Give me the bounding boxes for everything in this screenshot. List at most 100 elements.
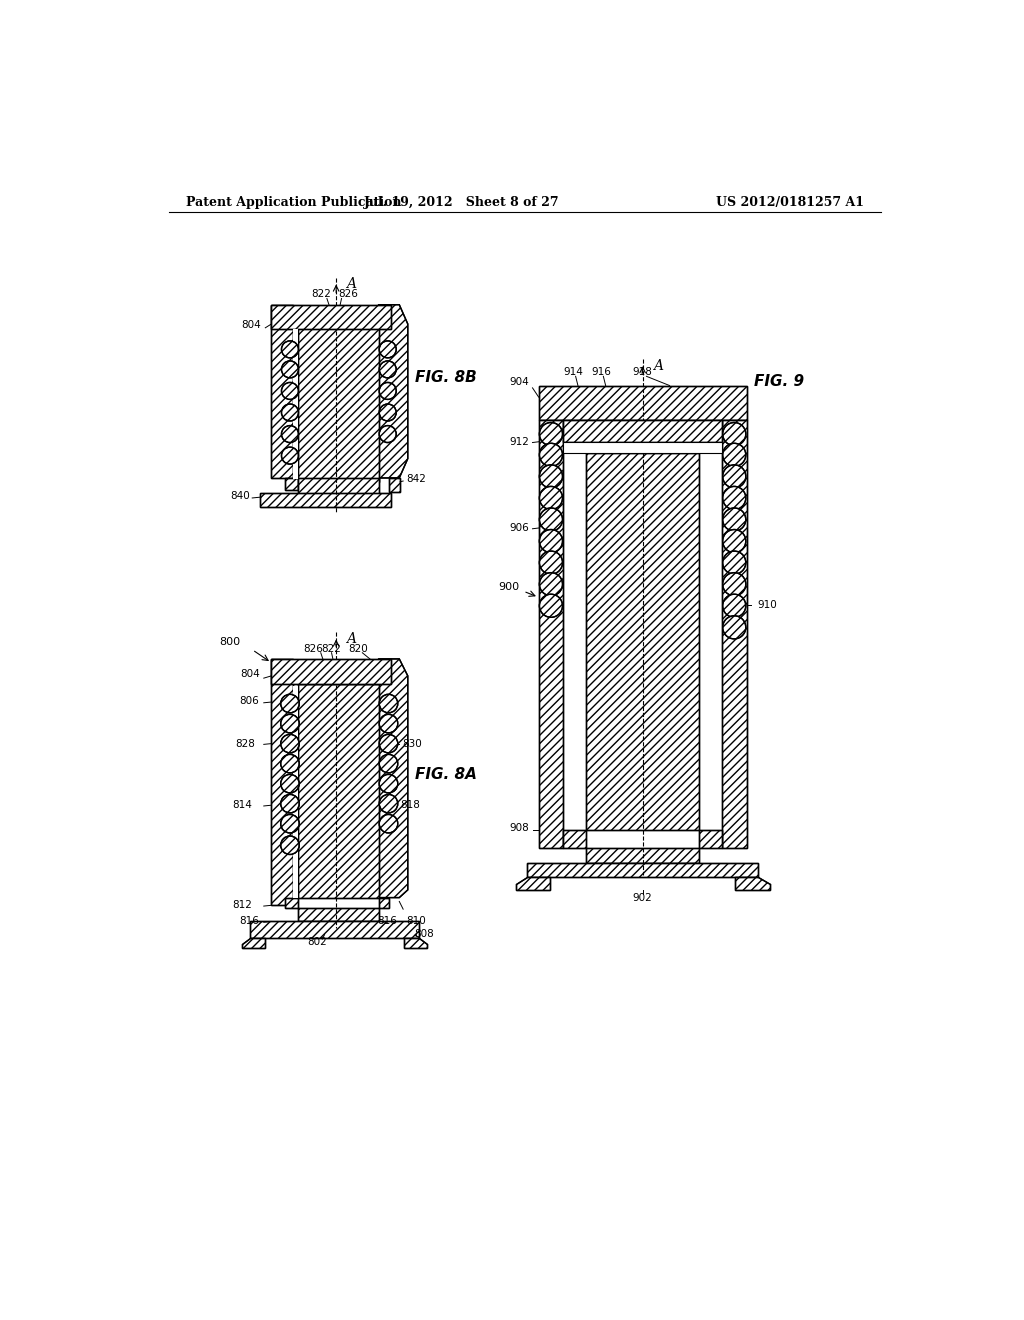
Circle shape <box>540 422 562 446</box>
Bar <box>563 420 722 442</box>
Bar <box>260 494 391 507</box>
Text: 810: 810 <box>407 916 426 925</box>
Circle shape <box>379 734 397 752</box>
Bar <box>539 385 746 420</box>
Text: 904: 904 <box>509 376 528 387</box>
Bar <box>389 478 400 492</box>
Text: FIG. 8B: FIG. 8B <box>416 371 477 385</box>
Circle shape <box>723 573 745 595</box>
Bar <box>563 442 722 453</box>
Text: 800: 800 <box>219 638 240 647</box>
Circle shape <box>379 341 396 358</box>
Text: US 2012/0181257 A1: US 2012/0181257 A1 <box>716 195 863 209</box>
Circle shape <box>540 465 562 488</box>
Circle shape <box>723 552 745 574</box>
Bar <box>722 420 746 847</box>
Circle shape <box>379 404 396 421</box>
Circle shape <box>281 755 299 774</box>
Circle shape <box>540 594 562 618</box>
Bar <box>271 659 293 906</box>
Bar <box>285 898 298 908</box>
Text: 908: 908 <box>510 824 529 833</box>
Circle shape <box>723 594 745 618</box>
Bar <box>271 305 293 478</box>
Circle shape <box>281 714 299 733</box>
Bar <box>298 908 379 921</box>
Text: FIG. 8A: FIG. 8A <box>416 767 477 781</box>
Text: A: A <box>653 359 664 372</box>
Text: 906: 906 <box>510 523 529 533</box>
Circle shape <box>379 795 397 813</box>
Bar <box>298 478 379 495</box>
Circle shape <box>540 487 562 510</box>
Text: 828: 828 <box>236 739 255 748</box>
Bar <box>285 478 298 490</box>
Bar <box>285 478 298 490</box>
Circle shape <box>281 814 299 833</box>
Text: 826: 826 <box>338 289 357 298</box>
Text: 902: 902 <box>633 892 652 903</box>
Bar <box>260 494 391 507</box>
Text: 910: 910 <box>758 601 777 610</box>
Bar <box>698 830 722 847</box>
Text: 808: 808 <box>414 929 434 939</box>
Bar <box>722 420 746 847</box>
Bar <box>587 847 698 863</box>
Bar <box>527 863 758 876</box>
Circle shape <box>281 734 299 752</box>
Bar <box>539 420 563 847</box>
Circle shape <box>723 422 745 446</box>
Circle shape <box>281 836 299 854</box>
Bar <box>250 921 419 937</box>
Bar <box>298 684 379 898</box>
Circle shape <box>282 447 298 465</box>
Text: 830: 830 <box>402 739 422 748</box>
Bar <box>563 830 587 847</box>
Bar <box>298 908 379 921</box>
Circle shape <box>723 465 745 488</box>
Text: 842: 842 <box>407 474 426 484</box>
Circle shape <box>379 425 396 442</box>
Text: 802: 802 <box>307 937 327 948</box>
Bar <box>587 453 698 830</box>
Bar <box>389 478 400 492</box>
Text: 822: 822 <box>321 644 341 653</box>
Bar <box>293 686 298 898</box>
Circle shape <box>379 360 396 378</box>
Bar <box>271 305 391 330</box>
Bar <box>271 305 293 478</box>
Text: 826: 826 <box>303 644 323 653</box>
Text: 916: 916 <box>592 367 611 378</box>
Text: 912: 912 <box>510 437 529 446</box>
Text: 814: 814 <box>232 800 252 810</box>
Polygon shape <box>379 659 408 898</box>
Circle shape <box>540 508 562 531</box>
Circle shape <box>379 814 397 833</box>
Bar <box>271 659 391 684</box>
Circle shape <box>281 795 299 813</box>
Circle shape <box>723 529 745 553</box>
Bar <box>379 898 389 908</box>
Bar <box>587 847 698 863</box>
Polygon shape <box>515 876 550 890</box>
Text: 900: 900 <box>499 582 519 591</box>
Circle shape <box>723 616 745 639</box>
Text: 818: 818 <box>400 800 420 810</box>
Circle shape <box>540 573 562 595</box>
Circle shape <box>379 383 396 400</box>
Circle shape <box>282 341 298 358</box>
Text: 918: 918 <box>632 367 652 378</box>
Text: A: A <box>346 277 356 290</box>
Circle shape <box>379 775 397 793</box>
Bar <box>563 420 722 442</box>
Bar <box>298 327 379 482</box>
Text: Jul. 19, 2012   Sheet 8 of 27: Jul. 19, 2012 Sheet 8 of 27 <box>364 195 559 209</box>
Text: 806: 806 <box>240 696 259 706</box>
Circle shape <box>379 714 397 733</box>
Text: 812: 812 <box>232 900 252 911</box>
Text: 804: 804 <box>241 669 260 680</box>
Text: 914: 914 <box>563 367 584 378</box>
Circle shape <box>281 775 299 793</box>
Bar <box>285 898 298 908</box>
Text: FIG. 9: FIG. 9 <box>755 374 805 389</box>
